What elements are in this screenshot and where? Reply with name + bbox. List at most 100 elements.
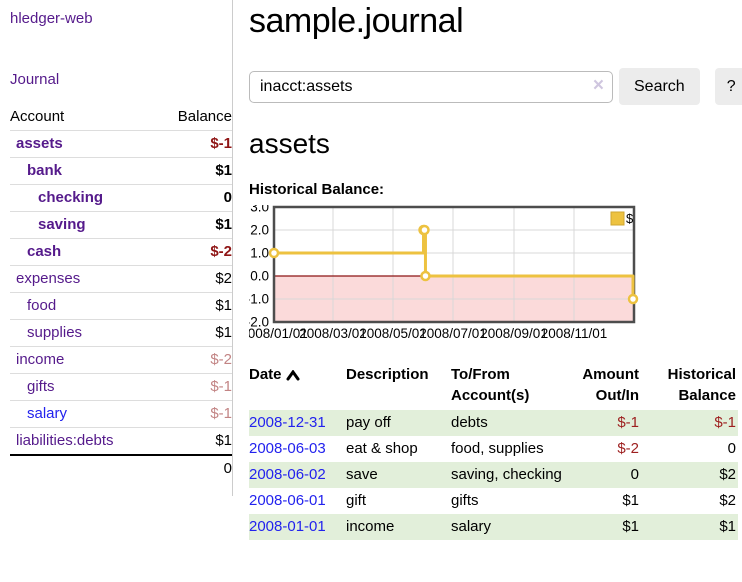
account-row: salary $-1 (10, 400, 232, 428)
svg-text:2008/05/01: 2008/05/01 (359, 326, 427, 341)
account-balance: $1 (215, 297, 232, 314)
account-balance: $-1 (210, 405, 232, 422)
transaction-accounts: gifts (451, 492, 479, 509)
account-link[interactable]: salary (27, 405, 68, 422)
sidebar-item-journal[interactable]: Journal (10, 71, 60, 88)
account-link[interactable]: bank (27, 162, 63, 179)
transaction-description: income (346, 518, 395, 535)
register-header-balance: Historical Balance (667, 366, 736, 404)
accounts-header-row: Account Balance (10, 104, 232, 131)
account-row: income $-2 (10, 346, 232, 374)
help-button[interactable]: ? (714, 68, 742, 105)
sort-ascending-icon (286, 368, 300, 381)
transaction-balance: $2 (719, 466, 736, 483)
transaction-balance: $2 (719, 492, 736, 509)
app-title-link[interactable]: hledger-web (10, 10, 93, 27)
transaction-accounts: food, supplies (451, 440, 544, 457)
svg-text:2008/01/01: 2008/01/01 (249, 326, 308, 341)
register-body: 2008-12-31 pay off debts $-1 $-1 2008-06-03 ea… (249, 410, 738, 540)
account-link[interactable]: liabilities:debts (16, 432, 114, 449)
svg-text:$: $ (626, 211, 634, 226)
accounts-header-balance: Balance (177, 108, 232, 125)
accounts-body: assets $-1 bank $1 checking 0 saving $1 cash $-2 e… (10, 130, 232, 456)
transaction-amount: 0 (630, 466, 639, 483)
transaction-date-link[interactable]: 2008-06-01 (249, 492, 326, 509)
account-row: bank $1 (10, 157, 232, 185)
accounts-total-balance: 0 (223, 460, 232, 477)
account-link[interactable]: food (27, 297, 57, 314)
page-title: sample.journal (249, 2, 464, 40)
transaction-description: gift (346, 492, 367, 509)
account-link[interactable]: assets (16, 135, 63, 152)
svg-text:1.0: 1.0 (250, 246, 269, 261)
account-balance: $-1 (210, 378, 232, 395)
account-balance: $-1 (210, 135, 232, 152)
transaction-description: save (346, 466, 378, 483)
account-balance: $-2 (210, 351, 232, 368)
account-row: checking 0 (10, 184, 232, 212)
sidebar: hledger-web Journal Account Balance asse… (0, 0, 233, 496)
search-form: × Search ? (249, 68, 742, 105)
transaction-amount: $-1 (617, 414, 639, 431)
search-button[interactable]: Search (619, 68, 700, 105)
account-balance: $2 (215, 270, 232, 287)
account-link[interactable]: expenses (16, 270, 81, 287)
register-header-row: Date Description To/From Account(s) Amou… (249, 362, 738, 410)
balance-chart: $3.0 2.0 1.0 0.0 -1.0 -2.02008/01/012008/03/0… (249, 205, 639, 341)
svg-text:3.0: 3.0 (250, 205, 269, 215)
register-header-date[interactable]: Date (249, 362, 346, 410)
register-row[interactable]: 2008-01-01 income salary $1 $1 (249, 514, 738, 540)
register-row[interactable]: 2008-06-02 save saving, checking 0 $2 (249, 462, 738, 488)
main-content: sample.journal × Search ? assets Histori… (233, 0, 742, 540)
search-input[interactable] (249, 70, 613, 103)
register-row[interactable]: 2008-06-01 gift gifts $1 $2 (249, 488, 738, 514)
account-balance: 0 (223, 189, 232, 206)
search-box: × (249, 70, 613, 103)
transaction-balance: $-1 (714, 414, 736, 431)
clear-search-icon[interactable]: × (592, 74, 604, 96)
register-header-accounts: To/From Account(s) (451, 366, 530, 404)
account-balance: $-2 (210, 243, 232, 260)
svg-text:-1.0: -1.0 (249, 292, 269, 307)
account-link[interactable]: gifts (27, 378, 55, 395)
account-balance: $1 (215, 432, 232, 449)
account-link[interactable]: income (16, 351, 65, 368)
account-link[interactable]: saving (38, 216, 86, 233)
account-balance: $1 (215, 324, 232, 341)
accounts-table: Account Balance assets $-1 bank $1 checking 0… (10, 104, 232, 482)
account-row: food $1 (10, 292, 232, 320)
register-table: Date Description To/From Account(s) Amou… (249, 362, 738, 540)
account-link[interactable]: checking (38, 189, 104, 206)
register-header-date-label: Date (249, 366, 282, 383)
accounts-header-account: Account (10, 108, 65, 125)
account-row: supplies $1 (10, 319, 232, 347)
transaction-balance: 0 (727, 440, 736, 457)
svg-text:-2.0: -2.0 (249, 315, 269, 330)
accounts-total-row: 0 (10, 455, 232, 482)
account-row: assets $-1 (10, 130, 232, 158)
transaction-amount: $1 (622, 518, 639, 535)
transaction-accounts: salary (451, 518, 492, 535)
account-link[interactable]: cash (27, 243, 62, 260)
transaction-description: eat & shop (346, 440, 418, 457)
svg-text:2008/09/01: 2008/09/01 (480, 326, 548, 341)
transaction-date-link[interactable]: 2008-12-31 (249, 414, 326, 431)
transaction-amount: $1 (622, 492, 639, 509)
account-heading: assets (249, 128, 330, 159)
transaction-date-link[interactable]: 2008-01-01 (249, 518, 326, 535)
register-header-amount: Amount Out/In (582, 366, 639, 404)
transaction-description: pay off (346, 414, 391, 431)
svg-text:2008/11/01: 2008/11/01 (541, 326, 608, 341)
transaction-accounts: saving, checking (451, 466, 562, 483)
account-link[interactable]: supplies (27, 324, 83, 341)
account-row: cash $-2 (10, 238, 232, 266)
transaction-date-link[interactable]: 2008-06-02 (249, 466, 326, 483)
svg-text:2008/03/01: 2008/03/01 (299, 326, 367, 341)
svg-text:0.0: 0.0 (250, 269, 269, 284)
transaction-balance: $1 (719, 518, 736, 535)
svg-text:2008/07/01: 2008/07/01 (419, 326, 487, 341)
transaction-date-link[interactable]: 2008-06-03 (249, 440, 326, 457)
register-row[interactable]: 2008-12-31 pay off debts $-1 $-1 (249, 410, 738, 436)
register-row[interactable]: 2008-06-03 eat & shop food, supplies $-2 0 (249, 436, 738, 462)
